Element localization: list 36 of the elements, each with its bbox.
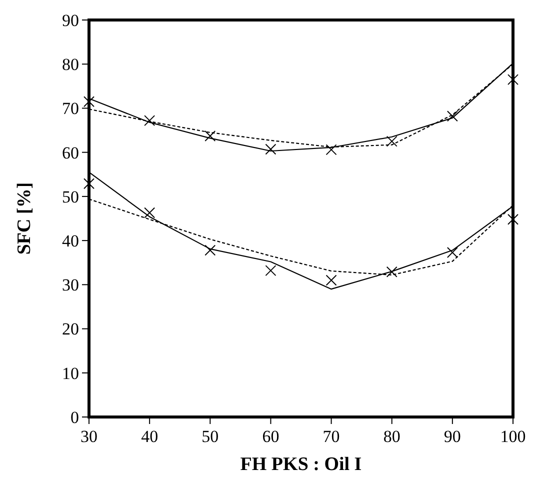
x-axis-title: FH PKS : Oil I [240,454,362,475]
y-axis-title: SFC [%] [14,182,35,255]
x-tick-label: 30 [80,427,98,446]
y-tick-label: 30 [62,276,79,295]
point [204,244,216,256]
point [386,266,398,278]
x-tick-label: 90 [444,427,461,446]
point [446,246,458,258]
y-tick-label: 10 [62,364,79,383]
y-tick-label: 70 [62,99,79,118]
x-tick-label: 50 [202,427,219,446]
point [446,110,458,122]
point [326,144,337,156]
point [204,130,216,142]
point [386,136,398,147]
point [84,178,94,190]
x-tick-label: 40 [141,427,158,446]
x-tick-label: 70 [322,427,340,446]
point [508,74,518,86]
y-tick-label: 20 [62,320,79,339]
point [326,274,337,286]
y-tick-label: 60 [62,143,79,162]
point [265,144,276,155]
point [84,96,94,108]
point [508,214,518,225]
y-tick-label: 40 [62,232,79,251]
point [144,115,156,126]
y-tick-label: 80 [62,55,79,74]
x-tick-label: 60 [262,427,280,446]
y-tick-label: 0 [70,408,79,427]
y-tick-label: 50 [62,187,79,206]
point [144,207,156,218]
x-tick-label: 80 [383,427,400,446]
point [265,265,276,276]
y-tick-label: 90 [62,10,79,30]
x-tick-label: 100 [500,427,526,446]
